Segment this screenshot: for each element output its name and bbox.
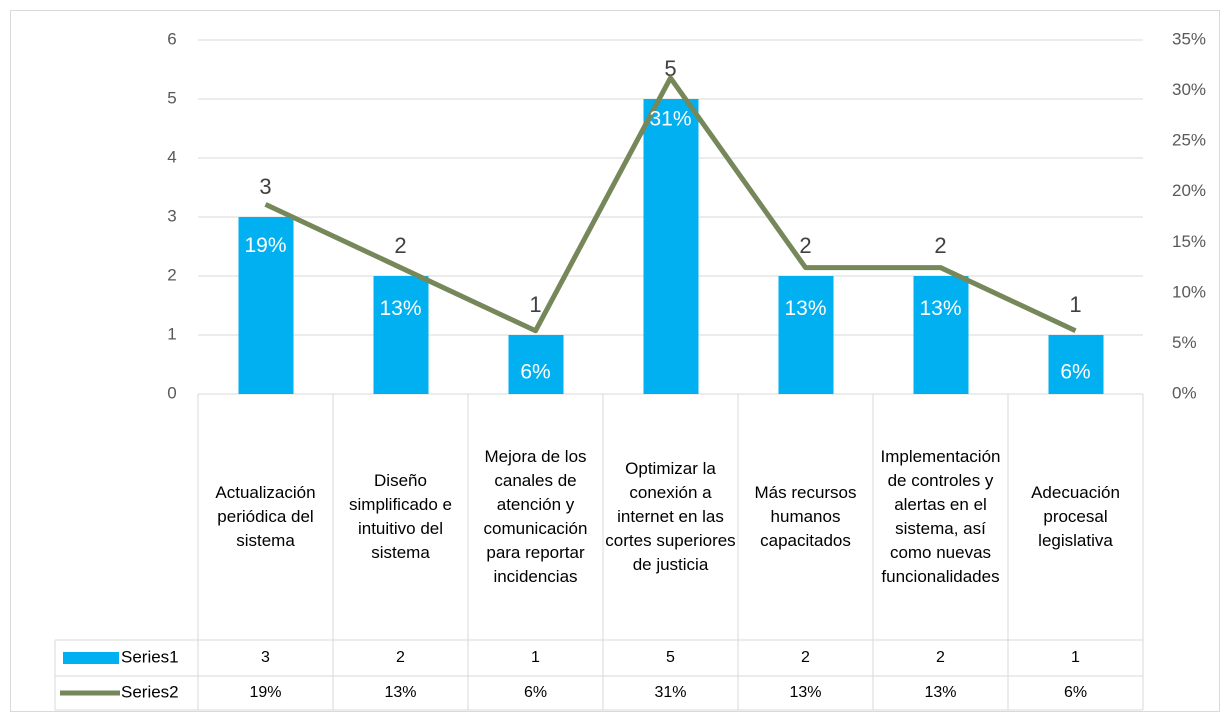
table-value: 6% xyxy=(1064,684,1087,701)
table-value: 13% xyxy=(384,684,416,701)
data-label: 1 xyxy=(1069,292,1081,317)
category-label: Adecuación procesal legislativa xyxy=(1031,483,1120,550)
table-value: 5 xyxy=(666,649,675,666)
table-value: 3 xyxy=(261,649,270,666)
y-tick-label: 4 xyxy=(167,147,176,166)
legend-key xyxy=(63,652,119,664)
bar xyxy=(238,217,294,394)
data-label: 13% xyxy=(784,297,826,320)
data-label: 2 xyxy=(394,233,406,258)
table-value: 2 xyxy=(396,649,405,666)
y-tick-label: 1 xyxy=(167,324,176,343)
table-value: 13% xyxy=(789,684,821,701)
y-tick-label: 5 xyxy=(167,88,176,107)
category-label: Mejora de los canales de atención y comu… xyxy=(483,447,588,586)
y-tick-label: 2 xyxy=(167,265,176,284)
legend-label: Series2 xyxy=(121,682,179,701)
line xyxy=(264,75,1077,334)
chart-border xyxy=(10,10,1220,712)
y2-tick-label: 20% xyxy=(1172,181,1206,200)
data-label: 6% xyxy=(520,360,550,383)
bar xyxy=(373,276,429,394)
bar xyxy=(1048,335,1104,394)
table-value: 19% xyxy=(249,684,281,701)
data-label: 2 xyxy=(799,233,811,258)
category-label: Más recursos humanos capacitados xyxy=(754,483,857,550)
data-label: 13% xyxy=(379,297,421,320)
y-tick-label: 3 xyxy=(167,206,176,225)
table-value: 2 xyxy=(936,649,945,666)
table-value: 13% xyxy=(924,684,956,701)
bar xyxy=(643,99,699,394)
data-label: 2 xyxy=(934,233,946,258)
bar xyxy=(913,276,969,394)
data-label: 5 xyxy=(664,56,676,81)
y-tick-label: 6 xyxy=(167,29,176,48)
table-value: 2 xyxy=(801,649,810,666)
table-value: 6% xyxy=(524,684,547,701)
legend-label: Series1 xyxy=(121,647,179,666)
data-label: 19% xyxy=(244,234,286,257)
y2-tick-label: 35% xyxy=(1172,29,1206,48)
table-value: 31% xyxy=(654,684,686,701)
data-label: 31% xyxy=(649,107,691,130)
y2-tick-label: 0% xyxy=(1172,383,1197,402)
category-label: Optimizar la conexión a internet en las … xyxy=(605,459,736,574)
y2-tick-label: 25% xyxy=(1172,131,1206,150)
category-label: Implementación de controles y alertas en… xyxy=(880,447,1001,586)
data-label: 13% xyxy=(919,297,961,320)
y-tick-label: 0 xyxy=(167,383,176,402)
data-label: 6% xyxy=(1060,360,1090,383)
y2-tick-label: 10% xyxy=(1172,282,1206,301)
category-label: Actualización periódica del sistema xyxy=(215,483,316,550)
data-label: 1 xyxy=(529,292,541,317)
category-label: Diseño simplificado e intuitivo del sist… xyxy=(349,471,452,562)
y2-tick-label: 15% xyxy=(1172,232,1206,251)
data-label: 3 xyxy=(259,174,271,199)
y2-tick-label: 5% xyxy=(1172,333,1197,352)
y2-tick-label: 30% xyxy=(1172,80,1206,99)
bar xyxy=(508,335,564,394)
table-value: 1 xyxy=(1071,649,1080,666)
table-value: 1 xyxy=(531,649,540,666)
bar xyxy=(778,276,834,394)
